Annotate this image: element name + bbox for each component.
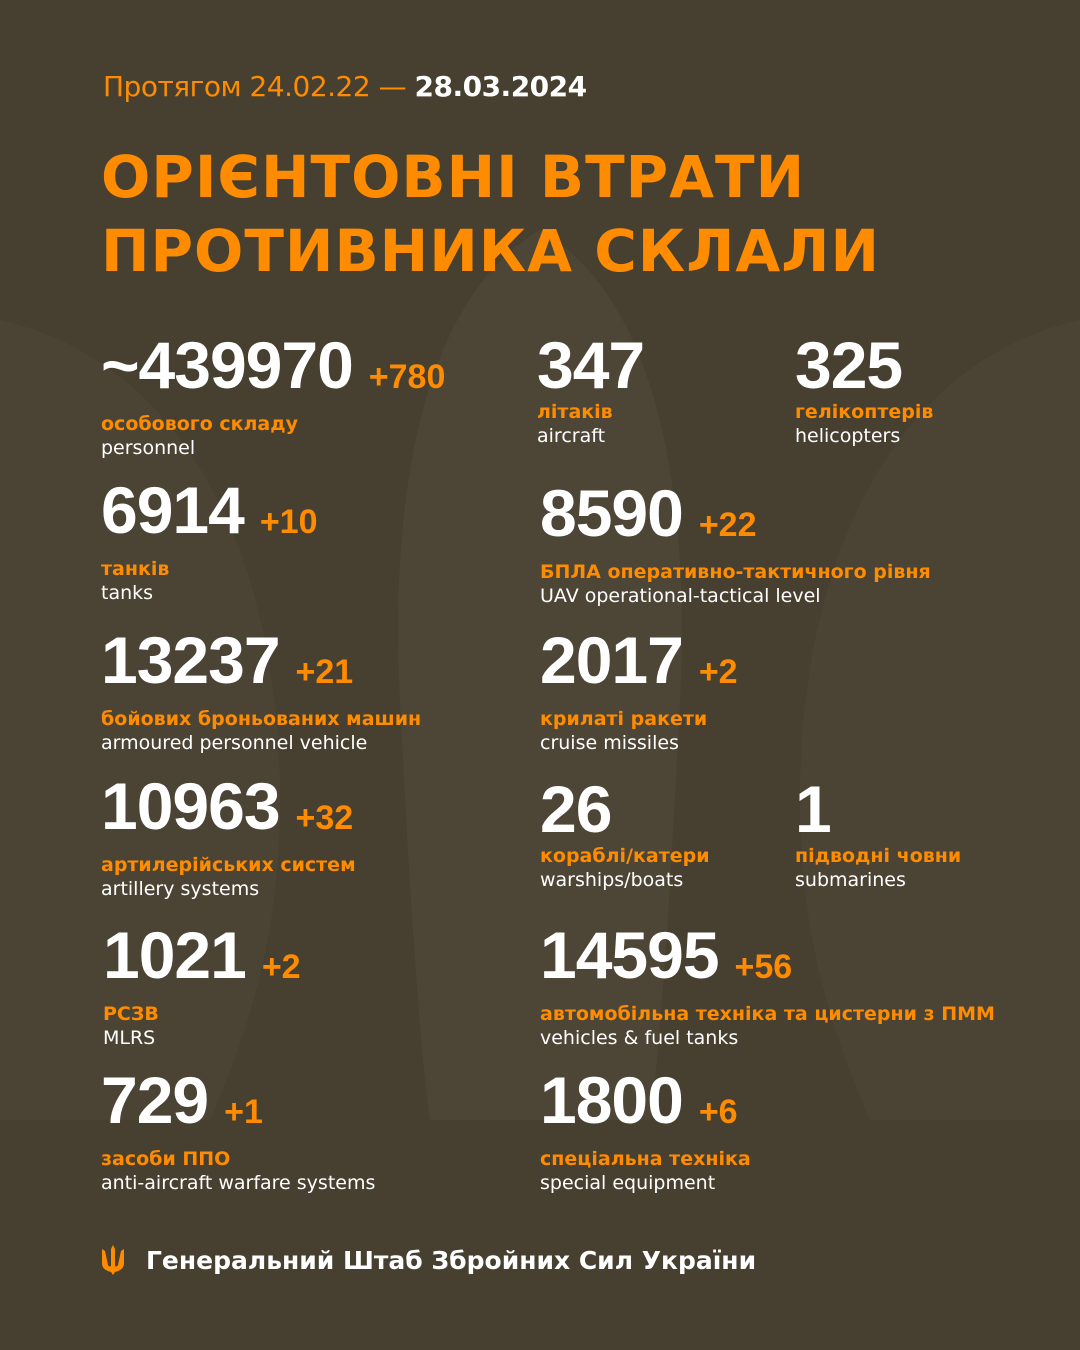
- stat-value: 6914: [101, 473, 245, 547]
- page-title: ОРІЄНТОВНІ ВТРАТИ ПРОТИВНИКА СКЛАЛИ: [101, 140, 880, 288]
- stat-label-en: artillery systems: [101, 878, 260, 900]
- stat-value: 347: [537, 328, 645, 402]
- stat-label-uk: артилерійських систем: [101, 854, 356, 876]
- stat-value: 325: [795, 328, 903, 402]
- stat-label-uk: танків: [101, 558, 170, 580]
- stat-delta: +10: [259, 503, 318, 541]
- stat-label-uk: БПЛА оперативно-тактичного рівня: [540, 561, 931, 583]
- stat-delta: +6: [698, 1093, 738, 1131]
- stat-value: ~439970: [101, 328, 354, 402]
- stat-value: 10963: [101, 769, 281, 843]
- stat-label-en: warships/boats: [540, 869, 684, 891]
- stat-label-uk: спеціальна техніка: [540, 1148, 751, 1170]
- stat-item: 26 кораблі/катери warships/boats: [540, 776, 710, 893]
- stat-label-uk: кораблі/катери: [540, 845, 710, 867]
- stat-value: 8590: [540, 476, 684, 550]
- stat-label-en: helicopters: [795, 425, 901, 447]
- stat-delta: +56: [734, 948, 793, 986]
- stat-label-en: UAV operational-tactical level: [540, 585, 821, 607]
- stat-item: 10963 +32 артилерійських систем artillery…: [101, 773, 356, 902]
- stat-item: 6914 +10 танків tanks: [101, 477, 318, 606]
- stat-delta: +2: [261, 948, 301, 986]
- stat-value: 2017: [540, 623, 684, 697]
- stat-value-line: 729 +1: [101, 1067, 375, 1142]
- footer: Генеральний Штаб Збройних Сил України: [100, 1245, 756, 1275]
- stat-item: 8590 +22 БПЛА оперативно-тактичного рівня…: [540, 480, 931, 609]
- stat-delta: +2: [698, 653, 738, 691]
- stat-label-en: anti-aircraft warfare systems: [101, 1172, 376, 1194]
- stat-value-line: 325: [795, 332, 933, 398]
- period-prefix: Протягом 24.02.22 —: [103, 70, 407, 103]
- stat-label-uk: крилаті ракети: [540, 708, 708, 730]
- stat-item: 2017 +2 крилаті ракети cruise missiles: [540, 627, 738, 756]
- stat-label-en: tanks: [101, 582, 154, 604]
- stat-label-uk: бойових броньованих машин: [101, 708, 422, 730]
- stat-value: 1800: [540, 1063, 684, 1137]
- stat-item: ~439970 +780 особового складу personnel: [101, 332, 446, 461]
- stat-value-line: 347: [537, 332, 645, 398]
- stat-item: 1800 +6 спеціальна техніка special equipm…: [540, 1067, 751, 1196]
- period-line: Протягом 24.02.22 — 28.03.2024: [103, 70, 587, 103]
- stat-value-line: 1: [795, 776, 961, 842]
- stat-item: 325 гелікоптерів helicopters: [795, 332, 934, 449]
- stat-value-line: 26: [540, 776, 710, 842]
- stat-delta: +32: [295, 799, 354, 837]
- stat-delta: +780: [368, 358, 446, 396]
- stat-label-en: vehicles & fuel tanks: [540, 1027, 739, 1049]
- footer-text: Генеральний Штаб Збройних Сил України: [146, 1245, 757, 1275]
- stat-label-en: personnel: [101, 437, 196, 459]
- stat-delta: +21: [295, 653, 354, 691]
- stat-value-line: 1021 +2: [103, 922, 301, 997]
- stat-label-uk: літаків: [537, 401, 613, 423]
- stat-value: 13237: [101, 623, 281, 697]
- stat-label-uk: підводні човни: [795, 845, 962, 867]
- stat-label-en: submarines: [795, 869, 906, 891]
- stat-delta: +1: [224, 1093, 263, 1131]
- period-end-date: 28.03.2024: [414, 70, 587, 103]
- stat-value: 14595: [540, 918, 720, 992]
- title-line-1: ОРІЄНТОВНІ ВТРАТИ: [101, 143, 806, 211]
- stat-label-uk: засоби ППО: [101, 1148, 231, 1170]
- stat-value: 1: [795, 772, 832, 846]
- stat-label-en: cruise missiles: [540, 732, 679, 754]
- stat-value-line: 8590 +22: [540, 480, 931, 555]
- stat-item: 13237 +21 бойових броньованих машин armou…: [101, 627, 422, 756]
- stat-value-line: 13237 +21: [101, 627, 421, 702]
- stat-value: 729: [101, 1063, 209, 1137]
- stat-value: 26: [540, 772, 612, 846]
- stat-item: 729 +1 засоби ППО anti-aircraft warfare s…: [101, 1067, 376, 1196]
- stat-label-en: MLRS: [103, 1027, 156, 1049]
- stat-value-line: 2017 +2: [540, 627, 738, 702]
- stat-value-line: 10963 +32: [101, 773, 356, 848]
- stat-label-uk: особового складу: [101, 413, 298, 435]
- stat-label-en: armoured personnel vehicle: [101, 732, 368, 754]
- stat-label-en: aircraft: [537, 425, 606, 447]
- stat-item: 14595 +56 автомобільна техніка та цистерн…: [540, 922, 995, 1051]
- stat-label-uk: автомобільна техніка та цистерни з ПММ: [540, 1003, 995, 1025]
- stat-value-line: 14595 +56: [540, 922, 995, 997]
- stat-value-line: 6914 +10: [101, 477, 318, 552]
- stat-item: 347 літаків aircraft: [537, 332, 645, 449]
- stat-value-line: ~439970 +780: [101, 332, 446, 407]
- stat-label-uk: РСЗВ: [103, 1003, 159, 1025]
- stat-value-line: 1800 +6: [540, 1067, 751, 1142]
- title-line-2: ПРОТИВНИКА СКЛАЛИ: [101, 217, 880, 285]
- stat-label-en: special equipment: [540, 1172, 716, 1194]
- stat-item: 1 підводні човни submarines: [795, 776, 962, 893]
- stat-item: 1021 +2 РСЗВ MLRS: [103, 922, 301, 1051]
- trident-icon: [102, 1245, 124, 1275]
- stat-label-uk: гелікоптерів: [795, 401, 934, 423]
- stat-value: 1021: [103, 918, 247, 992]
- stat-delta: +22: [698, 506, 757, 544]
